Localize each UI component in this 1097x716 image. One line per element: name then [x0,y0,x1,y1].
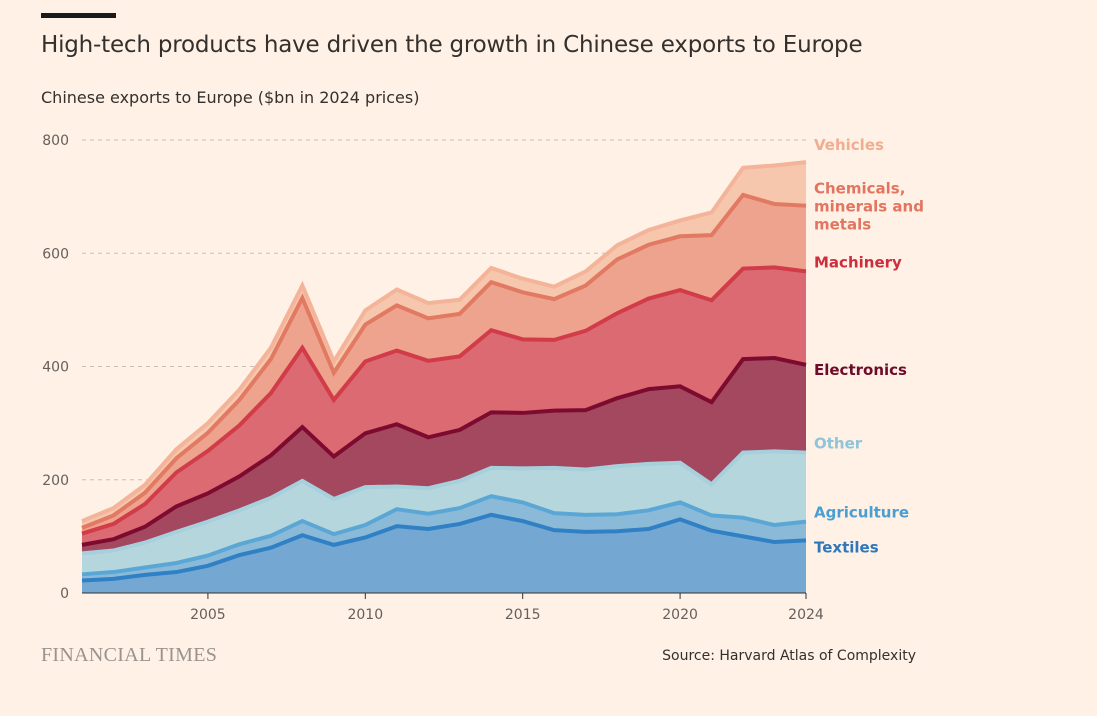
series-label-line: Vehicles [814,136,884,154]
series-label-other: Other [814,434,863,452]
chart-title: High-tech products have driven the growt… [41,32,863,58]
line-electronics [81,355,807,547]
area-electronics [82,358,806,554]
series-label-line: Chemicals, [814,180,905,198]
label-layer: Textiles Agriculture Other Electronics Machi… [814,136,924,556]
line-chemicals-minerals-and-metals [81,192,807,530]
series-label-line: Agriculture [814,504,909,522]
area-machinery [82,267,806,545]
area-other [82,451,806,575]
x-tick-label: 2005 [190,607,226,623]
series-label-vehicles: Vehicles [814,136,884,154]
series-label-machinery: Machinery [814,253,902,271]
y-tick-label: 800 [42,133,69,149]
y-tick-label: 400 [42,360,69,376]
series-label-line: minerals and [814,198,924,216]
y-tick-label: 0 [60,586,69,602]
area-chemicals-minerals-and-metals [82,194,806,534]
y-tick-label: 600 [42,246,69,262]
series-label-line: Textiles [814,538,879,556]
series-label-chemicals-minerals-and-metals: Chemicals, minerals and metals [814,180,924,234]
x-tick-label: 2010 [347,607,383,623]
series-label-line: Electronics [814,361,907,379]
x-tick-label: 2020 [662,607,698,623]
series-label-textiles: Textiles [814,538,879,556]
line-layer [81,160,807,583]
line-other [81,449,807,556]
top-rule [41,13,116,18]
axis-layer: 0 200 400 600 800 2005 2010 2015 2020 2024 [42,133,824,623]
chart-subtitle: Chinese exports to Europe ($bn in 2024 p… [41,88,420,107]
area-textiles [82,514,806,593]
series-label-electronics: Electronics [814,361,907,379]
source-note: Source: Harvard Atlas of Complexity [662,648,916,664]
y-tick-label: 200 [42,473,69,489]
line-agriculture [81,494,807,577]
area-layer [82,162,806,593]
line-vehicles [81,160,807,523]
area-agriculture [82,496,806,581]
series-label-line: metals [814,216,871,234]
x-tick-label: 2015 [505,607,541,623]
brand-logo-text: FINANCIAL TIMES [41,644,218,666]
area-vehicles [82,162,806,528]
line-machinery [81,265,807,536]
line-textiles [81,512,807,583]
series-label-line: Other [814,434,863,452]
series-label-agriculture: Agriculture [814,504,909,522]
series-label-line: Machinery [814,253,902,271]
x-tick-label: 2024 [788,607,824,623]
